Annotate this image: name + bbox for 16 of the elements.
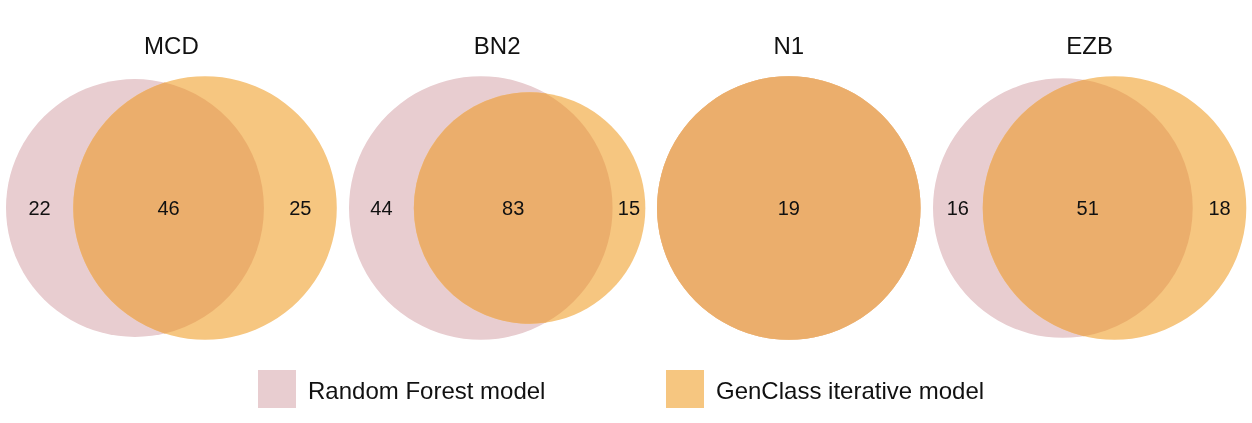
- category-label: Random Forest model: [308, 376, 546, 404]
- text: MCD: [144, 31, 199, 59]
- data-label: 83: [501, 197, 525, 219]
- data-label: 25: [289, 197, 312, 219]
- data-label: 46: [157, 197, 180, 219]
- data-label: 16: [946, 197, 969, 219]
- text: BN2: [473, 31, 521, 59]
- text: N1: [773, 31, 805, 59]
- data-label: 51: [1076, 197, 1099, 219]
- data-label: 18: [1208, 197, 1231, 219]
- data-label: 22: [28, 197, 51, 219]
- data-label: 19: [777, 197, 801, 219]
- data-label: 15: [617, 197, 640, 219]
- data-label: 44: [370, 197, 393, 219]
- text: EZB: [1066, 31, 1113, 59]
- category-label: GenClass iterative model: [716, 376, 985, 404]
